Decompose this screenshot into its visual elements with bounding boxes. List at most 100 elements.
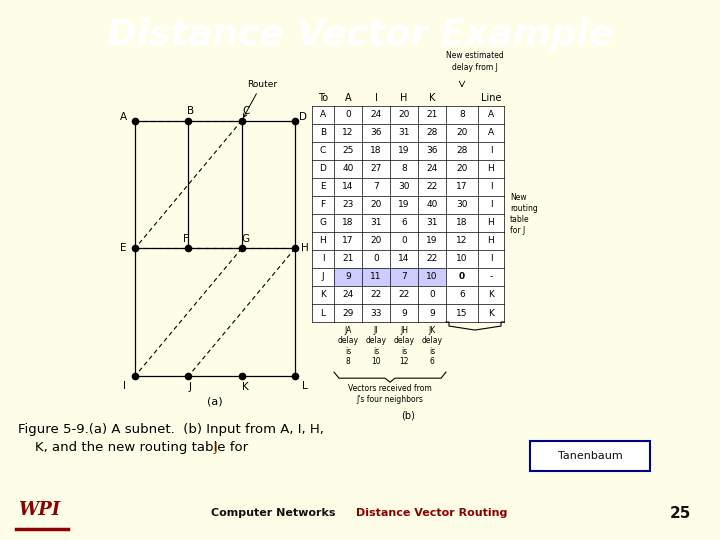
Text: B: B xyxy=(320,128,326,137)
Text: 15: 15 xyxy=(456,308,468,318)
Text: L: L xyxy=(320,308,325,318)
Text: JH
delay
is
12: JH delay is 12 xyxy=(394,326,415,366)
Text: 0: 0 xyxy=(345,110,351,119)
Text: J: J xyxy=(322,273,324,281)
Text: 19: 19 xyxy=(398,146,410,155)
Text: 22: 22 xyxy=(398,291,410,300)
Text: To: To xyxy=(318,92,328,103)
Text: 0: 0 xyxy=(429,291,435,300)
Text: 8: 8 xyxy=(401,164,407,173)
Text: J: J xyxy=(189,382,192,392)
Text: 36: 36 xyxy=(370,128,382,137)
Text: E: E xyxy=(120,244,126,253)
Text: 8: 8 xyxy=(459,110,465,119)
Text: K: K xyxy=(429,92,435,103)
Text: H: H xyxy=(400,92,408,103)
Text: H: H xyxy=(320,237,326,245)
Text: 20: 20 xyxy=(456,128,468,137)
Text: K: K xyxy=(488,291,494,300)
Text: K, and the new routing table for: K, and the new routing table for xyxy=(18,441,253,454)
Text: L: L xyxy=(302,381,308,391)
Text: .: . xyxy=(221,441,225,454)
Text: 17: 17 xyxy=(342,237,354,245)
Text: 20: 20 xyxy=(456,164,468,173)
Text: H: H xyxy=(301,244,309,253)
Text: 11: 11 xyxy=(370,273,382,281)
Text: 18: 18 xyxy=(370,146,382,155)
Text: K: K xyxy=(243,382,249,392)
Text: H: H xyxy=(487,164,495,173)
Text: New
routing
table
for J: New routing table for J xyxy=(510,193,538,235)
Bar xyxy=(312,106,504,322)
Text: 21: 21 xyxy=(342,254,354,264)
Text: 24: 24 xyxy=(426,164,438,173)
Text: 30: 30 xyxy=(456,200,468,210)
Text: 20: 20 xyxy=(398,110,410,119)
Text: 27: 27 xyxy=(370,164,382,173)
Text: New estimated
delay from J: New estimated delay from J xyxy=(446,51,504,71)
Text: Router: Router xyxy=(243,79,276,117)
Text: I: I xyxy=(490,146,492,155)
Text: Computer Networks: Computer Networks xyxy=(212,508,336,518)
Text: Line: Line xyxy=(481,92,501,103)
Text: 25: 25 xyxy=(342,146,354,155)
Text: F: F xyxy=(184,234,189,245)
Text: D: D xyxy=(299,112,307,122)
Text: I: I xyxy=(490,254,492,264)
Text: E: E xyxy=(320,183,326,191)
Text: K: K xyxy=(488,308,494,318)
Text: I: I xyxy=(122,381,125,391)
Text: A: A xyxy=(488,128,494,137)
Text: J: J xyxy=(214,441,218,454)
Text: 24: 24 xyxy=(370,110,382,119)
Text: 31: 31 xyxy=(370,218,382,227)
Text: 9: 9 xyxy=(401,308,407,318)
Text: 7: 7 xyxy=(401,273,407,281)
Text: 31: 31 xyxy=(398,128,410,137)
Text: I: I xyxy=(490,200,492,210)
Text: 9: 9 xyxy=(345,273,351,281)
Text: 28: 28 xyxy=(426,128,438,137)
Text: Tanenbaum: Tanenbaum xyxy=(557,451,622,461)
Text: D: D xyxy=(320,164,326,173)
Text: 7: 7 xyxy=(373,183,379,191)
Text: C: C xyxy=(242,106,249,116)
Text: WPI: WPI xyxy=(18,501,60,519)
Text: A: A xyxy=(488,110,494,119)
Text: G: G xyxy=(320,218,326,227)
Text: (a): (a) xyxy=(207,396,222,406)
Text: I: I xyxy=(322,254,324,264)
Text: B: B xyxy=(186,106,194,116)
Text: 10: 10 xyxy=(426,273,438,281)
Text: C: C xyxy=(320,146,326,155)
Text: K: K xyxy=(320,291,326,300)
Text: JK
delay
is
6: JK delay is 6 xyxy=(421,326,443,366)
Bar xyxy=(334,268,446,286)
Text: 6: 6 xyxy=(401,218,407,227)
Text: 14: 14 xyxy=(398,254,410,264)
Text: Vectors received from
J's four neighbors: Vectors received from J's four neighbors xyxy=(348,384,432,404)
Text: 21: 21 xyxy=(426,110,438,119)
Text: 29: 29 xyxy=(342,308,354,318)
Text: 31: 31 xyxy=(426,218,438,227)
Text: 24: 24 xyxy=(343,291,354,300)
Text: A: A xyxy=(120,112,127,122)
Text: A: A xyxy=(345,92,351,103)
Text: 30: 30 xyxy=(398,183,410,191)
Text: JI
delay
is
10: JI delay is 10 xyxy=(366,326,387,366)
Text: 36: 36 xyxy=(426,146,438,155)
Text: 6: 6 xyxy=(459,291,465,300)
Text: 22: 22 xyxy=(370,291,382,300)
Text: 22: 22 xyxy=(426,183,438,191)
Text: H: H xyxy=(487,218,495,227)
Text: F: F xyxy=(320,200,325,210)
Text: 23: 23 xyxy=(342,200,354,210)
Text: 0: 0 xyxy=(459,273,465,281)
Text: 17: 17 xyxy=(456,183,468,191)
Text: -: - xyxy=(490,273,492,281)
Text: I: I xyxy=(490,183,492,191)
Text: H: H xyxy=(487,237,495,245)
Text: 19: 19 xyxy=(426,237,438,245)
Text: 0: 0 xyxy=(401,237,407,245)
Text: 0: 0 xyxy=(373,254,379,264)
